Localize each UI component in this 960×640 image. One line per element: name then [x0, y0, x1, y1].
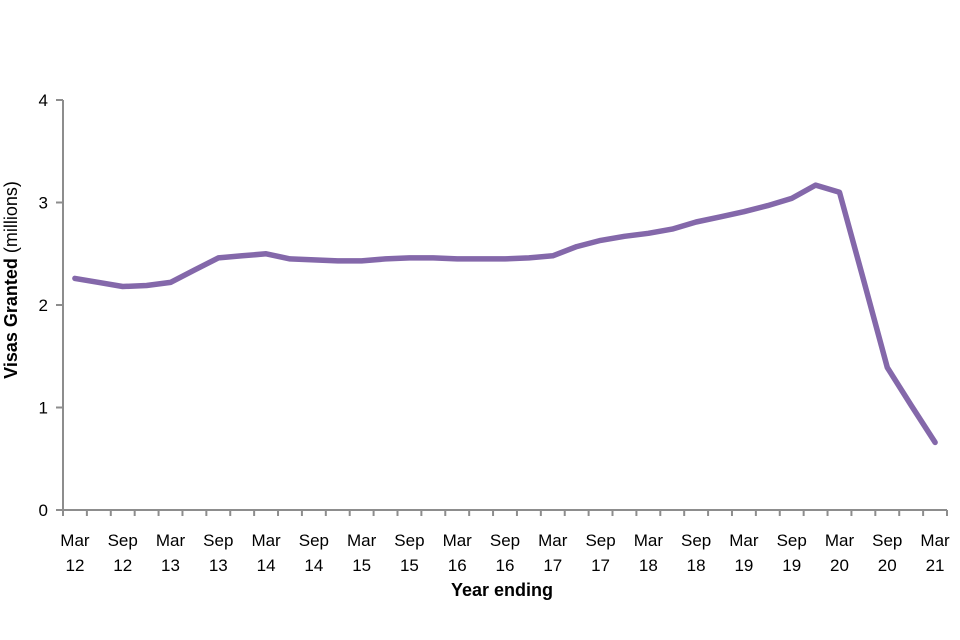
x-tick-label-year: 15 — [400, 556, 419, 575]
x-tick-label-month: Mar — [538, 531, 568, 550]
x-tick-label-year: 21 — [926, 556, 945, 575]
ticks-layer — [56, 99, 948, 516]
y-tick-label: 4 — [39, 91, 48, 110]
x-tick-label-month: Sep — [681, 531, 711, 550]
x-tick-label-year: 20 — [878, 556, 897, 575]
x-tick-label-month: Sep — [394, 531, 424, 550]
x-tick-label-month: Sep — [872, 531, 902, 550]
x-tick-label-year: 13 — [209, 556, 228, 575]
x-tick-label-year: 18 — [639, 556, 658, 575]
x-tick-label-month: Sep — [777, 531, 807, 550]
x-tick-label-month: Mar — [60, 531, 90, 550]
x-tick-label-year: 16 — [448, 556, 467, 575]
x-tick-label-month: Sep — [585, 531, 615, 550]
x-tick-label-month: Sep — [299, 531, 329, 550]
y-tick-label: 0 — [39, 501, 48, 520]
x-tick-label-year: 16 — [496, 556, 515, 575]
x-axis-title: Year ending — [451, 580, 553, 600]
y-tick-label: 3 — [39, 194, 48, 213]
x-tick-label-month: Mar — [920, 531, 950, 550]
x-tick-label-year: 15 — [352, 556, 371, 575]
tick-labels-layer: 01234Mar12Sep12Mar13Sep13Mar14Sep14Mar15… — [39, 91, 950, 575]
y-axis-title-bold: Visas Granted — [1, 258, 21, 379]
visas-granted-series-line — [72, 182, 938, 446]
x-tick-label-month: Sep — [203, 531, 233, 550]
x-tick-label-year: 14 — [257, 556, 276, 575]
x-tick-label-year: 20 — [830, 556, 849, 575]
y-axis-title-unit: (millions) — [1, 181, 21, 253]
x-tick-label-month: Mar — [156, 531, 186, 550]
x-tick-label-month: Mar — [825, 531, 855, 550]
x-tick-label-year: 19 — [734, 556, 753, 575]
x-tick-label-month: Mar — [347, 531, 377, 550]
y-axis-title: Visas Granted (millions) — [1, 181, 21, 379]
x-tick-label-year: 17 — [591, 556, 610, 575]
x-tick-label-year: 12 — [113, 556, 132, 575]
x-tick-label-month: Sep — [108, 531, 138, 550]
x-tick-label-year: 13 — [161, 556, 180, 575]
axes-layer — [62, 100, 947, 511]
y-tick-label: 2 — [39, 296, 48, 315]
x-tick-label-year: 14 — [304, 556, 323, 575]
x-tick-label-year: 19 — [782, 556, 801, 575]
x-tick-label-month: Mar — [634, 531, 664, 550]
y-tick-label: 1 — [39, 399, 48, 418]
x-tick-label-year: 17 — [543, 556, 562, 575]
series-layer — [72, 182, 938, 446]
x-tick-label-month: Mar — [251, 531, 281, 550]
x-tick-label-month: Mar — [729, 531, 759, 550]
x-tick-label-month: Sep — [490, 531, 520, 550]
x-tick-label-year: 18 — [687, 556, 706, 575]
x-tick-label-month: Mar — [443, 531, 473, 550]
x-tick-label-year: 12 — [65, 556, 84, 575]
